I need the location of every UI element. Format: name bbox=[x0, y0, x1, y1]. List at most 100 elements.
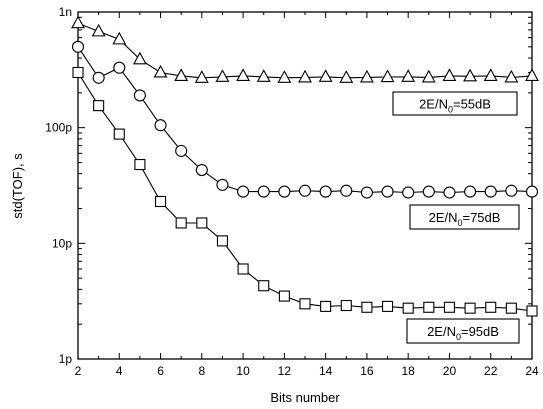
data-point-square bbox=[258, 280, 270, 292]
x-tick-label: 22 bbox=[484, 364, 498, 378]
x-tick-label: 14 bbox=[319, 364, 333, 378]
y-tick-label: 1p bbox=[59, 352, 73, 366]
data-point-triangle bbox=[236, 68, 251, 81]
data-point-square bbox=[485, 301, 497, 313]
data-point-square bbox=[320, 300, 332, 312]
y-axis-title: std(TOF), s bbox=[10, 153, 25, 219]
x-tick-label: 16 bbox=[360, 364, 374, 378]
data-point-circle bbox=[216, 178, 229, 191]
data-point-circle bbox=[195, 164, 208, 177]
x-tick-label: 2 bbox=[75, 364, 82, 378]
data-point-circle bbox=[443, 186, 456, 199]
data-point-circle bbox=[92, 71, 105, 84]
data-point-square bbox=[443, 301, 456, 313]
data-point-square bbox=[299, 298, 311, 310]
series-label-box: 2E/N0=95dB bbox=[406, 318, 520, 344]
data-point-circle bbox=[257, 185, 270, 198]
x-axis: 2 4 6 8 10 12 14 16 18 20 22 24 bbox=[75, 12, 539, 378]
data-point-circle bbox=[464, 185, 477, 198]
data-point-square bbox=[278, 290, 290, 302]
data-point-circle bbox=[298, 184, 312, 197]
data-point-circle bbox=[319, 185, 332, 198]
data-point-triangle bbox=[339, 70, 354, 83]
y-axis: 1p 10p 100p 1n bbox=[45, 5, 532, 366]
series-label: 2E/N0=55dB bbox=[419, 97, 491, 115]
data-point-triangle bbox=[504, 69, 519, 83]
data-point-square bbox=[381, 300, 394, 312]
x-tick-label: 8 bbox=[198, 364, 205, 378]
data-point-square bbox=[154, 195, 167, 208]
data-point-circle bbox=[525, 185, 539, 198]
data-point-triangle bbox=[71, 15, 85, 29]
data-point-circle bbox=[360, 186, 373, 199]
y-tick-label: 100p bbox=[45, 121, 72, 135]
data-point-triangle bbox=[463, 68, 478, 82]
data-point-triangle bbox=[298, 69, 312, 83]
y-tick-label: 10p bbox=[52, 236, 72, 250]
x-tick-label: 20 bbox=[443, 364, 457, 378]
x-tick-label: 4 bbox=[116, 364, 123, 378]
data-point-triangle bbox=[380, 69, 395, 83]
x-tick-label: 24 bbox=[525, 364, 539, 378]
series-label: 2E/N0=95dB bbox=[427, 324, 499, 342]
data-point-square bbox=[175, 217, 187, 229]
y-tick-label: 1n bbox=[59, 5, 72, 19]
data-point-square bbox=[134, 158, 146, 171]
data-point-circle bbox=[381, 185, 394, 198]
data-point-triangle bbox=[256, 69, 271, 82]
data-point-circle bbox=[402, 186, 415, 199]
data-point-circle bbox=[505, 184, 518, 197]
data-point-triangle bbox=[421, 69, 436, 83]
data-point-circle bbox=[340, 184, 353, 197]
data-point-circle bbox=[113, 61, 126, 74]
series-layer bbox=[71, 15, 539, 317]
series-label-box: 2E/N0=55dB bbox=[392, 91, 518, 116]
x-tick-label: 18 bbox=[402, 364, 416, 378]
data-point-circle bbox=[484, 185, 497, 198]
data-point-square bbox=[505, 302, 517, 314]
series-triangle bbox=[71, 15, 539, 83]
data-point-square bbox=[340, 299, 352, 312]
series-circle bbox=[71, 40, 539, 199]
data-point-triangle bbox=[525, 68, 539, 81]
series-label: 2E/N0=75dB bbox=[429, 210, 501, 228]
data-point-triangle bbox=[194, 70, 209, 83]
data-point-triangle bbox=[442, 68, 457, 81]
data-point-triangle bbox=[277, 70, 292, 83]
label-frame bbox=[406, 318, 520, 344]
data-point-circle bbox=[237, 185, 250, 198]
x-tick-label: 10 bbox=[236, 364, 250, 378]
data-point-triangle bbox=[174, 68, 189, 81]
data-point-triangle bbox=[153, 64, 168, 78]
data-point-triangle bbox=[91, 23, 106, 37]
data-point-circle bbox=[175, 144, 188, 157]
data-point-triangle bbox=[132, 51, 147, 65]
data-point-square bbox=[423, 301, 435, 313]
data-point-circle bbox=[71, 40, 85, 53]
label-frame bbox=[409, 204, 520, 230]
data-point-triangle bbox=[359, 69, 374, 83]
data-point-triangle bbox=[483, 68, 498, 81]
data-point-square bbox=[72, 66, 84, 79]
data-point-square bbox=[402, 302, 414, 314]
data-point-circle bbox=[422, 185, 435, 198]
data-point-square bbox=[361, 301, 373, 313]
series-label-box: 2E/N0=75dB bbox=[409, 204, 520, 230]
data-point-square bbox=[216, 235, 229, 247]
data-point-triangle bbox=[318, 69, 333, 82]
x-axis-title: Bits number bbox=[270, 390, 340, 405]
data-point-square bbox=[93, 100, 105, 112]
data-point-triangle bbox=[112, 31, 127, 45]
series-square bbox=[72, 66, 538, 317]
data-point-square bbox=[113, 128, 125, 140]
data-point-square bbox=[464, 302, 476, 314]
data-point-square bbox=[526, 305, 538, 317]
label-frame bbox=[392, 91, 518, 116]
data-point-circle bbox=[133, 89, 146, 102]
data-point-triangle bbox=[401, 69, 416, 82]
data-point-triangle bbox=[215, 69, 230, 82]
data-point-square bbox=[237, 263, 249, 275]
data-point-circle bbox=[278, 185, 291, 198]
x-tick-label: 6 bbox=[157, 364, 164, 378]
